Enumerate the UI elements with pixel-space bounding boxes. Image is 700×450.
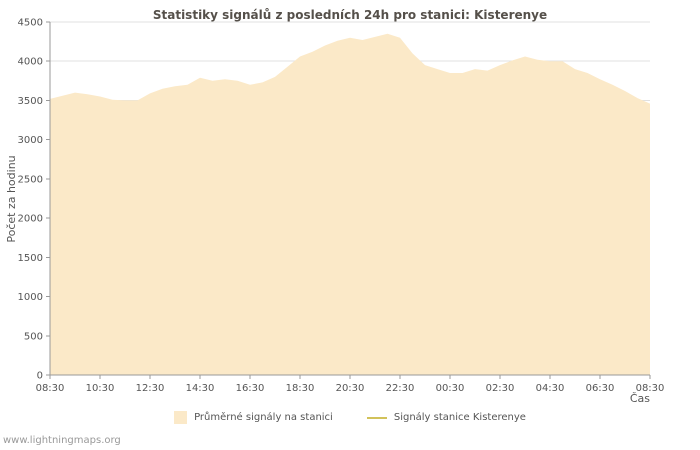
svg-text:22:30: 22:30 (386, 383, 415, 394)
svg-text:16:30: 16:30 (236, 383, 265, 394)
legend-area-swatch (174, 411, 188, 424)
legend-item-average-signals: Průměrné signály na stanici (174, 411, 333, 424)
svg-text:500: 500 (24, 331, 43, 342)
legend-item-station-signals: Signály stanice Kisterenye (366, 412, 526, 423)
svg-text:1000: 1000 (18, 292, 43, 303)
svg-text:20:30: 20:30 (336, 383, 365, 394)
svg-text:3000: 3000 (18, 135, 43, 146)
svg-text:18:30: 18:30 (286, 383, 315, 394)
svg-text:08:30: 08:30 (636, 383, 665, 394)
svg-text:4000: 4000 (18, 57, 43, 68)
svg-text:2500: 2500 (18, 174, 43, 185)
svg-text:10:30: 10:30 (86, 383, 115, 394)
svg-text:0: 0 (37, 371, 43, 382)
watermark-link[interactable]: www.lightningmaps.org (3, 435, 121, 446)
svg-text:4500: 4500 (18, 18, 43, 29)
legend-line-swatch (366, 416, 387, 419)
svg-text:1500: 1500 (18, 253, 43, 264)
svg-text:04:30: 04:30 (536, 383, 565, 394)
svg-text:12:30: 12:30 (136, 383, 165, 394)
chart-legend: Průměrné signály na stanici Signály stan… (0, 411, 700, 424)
svg-text:2000: 2000 (18, 214, 43, 225)
svg-text:3500: 3500 (18, 96, 43, 107)
legend-area-label: Průměrné signály na stanici (194, 412, 333, 423)
svg-text:02:30: 02:30 (486, 383, 515, 394)
svg-text:00:30: 00:30 (436, 383, 465, 394)
x-axis-label: Čas (629, 392, 650, 405)
legend-line-label: Signály stanice Kisterenye (393, 412, 526, 423)
svg-text:14:30: 14:30 (186, 383, 215, 394)
chart-title: Statistiky signálů z posledních 24h pro … (152, 8, 548, 22)
svg-text:08:30: 08:30 (36, 383, 65, 394)
svg-text:06:30: 06:30 (586, 383, 615, 394)
